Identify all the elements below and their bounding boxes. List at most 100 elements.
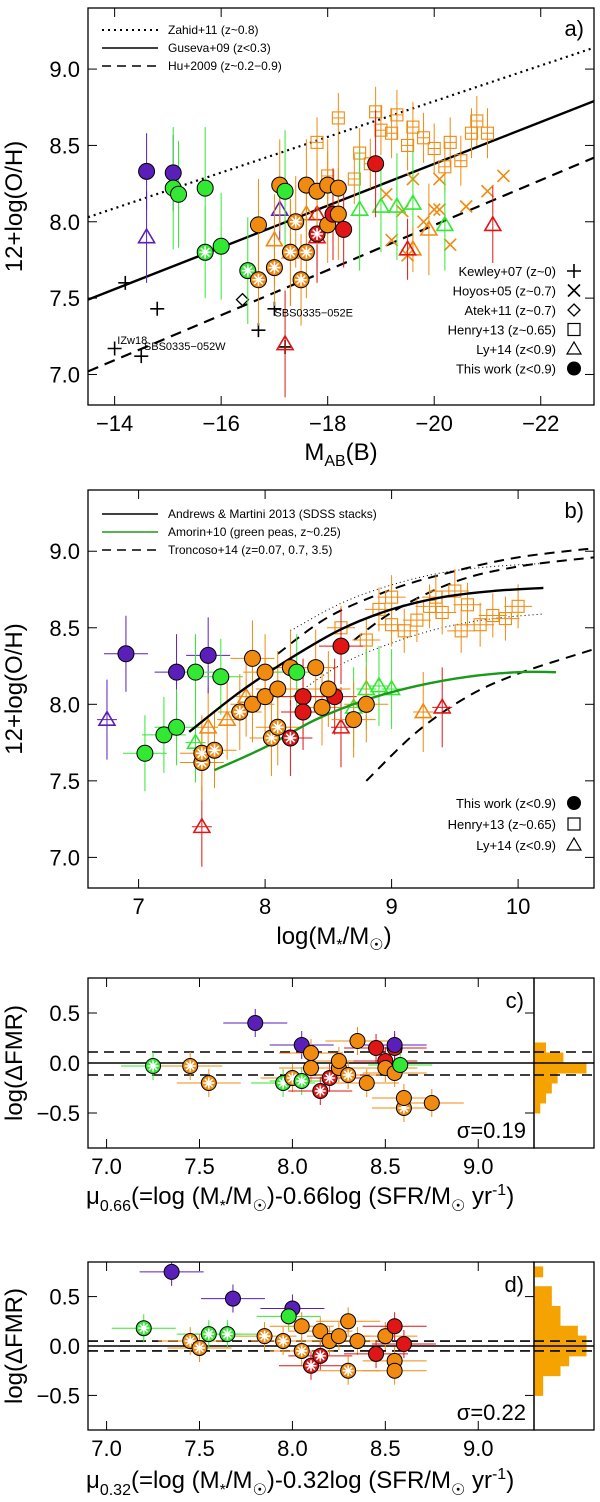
data-point: [335, 220, 353, 238]
star-mark: [287, 1073, 297, 1083]
x-label-sub: AB: [324, 453, 345, 470]
star-mark: [297, 1346, 307, 1356]
data-point: [392, 1057, 409, 1073]
histogram-bar: [533, 1266, 544, 1278]
henry13-square: [372, 602, 386, 616]
ly14-triangle: [97, 710, 117, 727]
data-point: [168, 718, 186, 736]
andrews-lower-dotted: [290, 613, 544, 699]
legend-line-label: Hu+2009 (z~0.2−0.9): [168, 59, 282, 73]
legend-square: [567, 322, 581, 337]
x-label-sun-symbol: ☉: [451, 1198, 465, 1215]
data-point: [307, 659, 325, 677]
atek11-diamond: [235, 292, 250, 307]
histogram-bar: [533, 1092, 547, 1104]
x-label-sun-symbol: ☉: [369, 937, 383, 954]
panel-label: d): [504, 1272, 524, 1297]
data-point: [368, 1345, 385, 1362]
henry13-square: [427, 141, 441, 156]
henry13-square: [470, 114, 484, 128]
y-tick-label: 9.0: [49, 539, 80, 564]
object-annotation: IZw18: [117, 335, 147, 347]
ly14-triangle: [371, 196, 391, 213]
y-axis-label: 12+log(O/H): [1, 623, 28, 754]
x-label-part: (=log (M: [131, 1467, 220, 1494]
x-label-part: )-0.66log (SFR/M: [267, 1183, 451, 1210]
ly14-triangle: [198, 717, 218, 734]
histogram-bar: [533, 1355, 570, 1367]
star-mark: [296, 274, 306, 285]
data-point: [168, 663, 186, 681]
hoyos05-cross: [567, 283, 581, 298]
henry13-square: [417, 131, 431, 145]
data-point: [340, 1313, 357, 1330]
data-point: [349, 1033, 366, 1049]
plot-area: [88, 46, 594, 398]
data-point: [303, 1060, 319, 1076]
henry13-square: [511, 599, 525, 613]
star-mark: [315, 1086, 325, 1096]
legend-marker-label: Kewley+07 (z~0): [458, 264, 556, 279]
henry13-square: [460, 598, 475, 612]
henry13-square: [498, 612, 513, 626]
henry13-square: [385, 126, 399, 140]
x-tick-label: −22: [522, 411, 559, 436]
data-point: [199, 646, 217, 664]
x-tick-label: 8.0: [277, 1436, 308, 1461]
y-axis-label: log(ΔFMR): [1, 1288, 28, 1404]
henry13-square: [454, 154, 468, 168]
legend-line-label: Andrews & Martini 2013 (SDSS stacks): [168, 507, 377, 521]
star-mark: [343, 1070, 353, 1080]
star-mark: [266, 733, 277, 743]
ly14-triangle: [369, 676, 389, 693]
data-point: [330, 1328, 347, 1345]
henry13-square: [480, 126, 495, 140]
x-tick-label: 8.5: [370, 1436, 401, 1461]
henry13-square: [443, 135, 457, 149]
star-mark: [185, 1061, 195, 1071]
x-tick-label: 8.0: [277, 1154, 308, 1179]
panel-d: 7.0 7.5 8.0 8.5 9.0 −0.5 0.0 0.5 log(ΔFMR) d) σ=0.…: [1, 1261, 595, 1499]
x-axis-label: μ0.32(=log (M*/M☉)-0.32log (SFR/M☉ yr-1): [86, 1466, 514, 1499]
data-point: [293, 1318, 310, 1335]
x-label-part: (=log (M: [131, 1183, 220, 1210]
histogram-bar: [533, 1062, 587, 1074]
data-point: [368, 1040, 385, 1056]
henry13-square: [374, 123, 388, 137]
panel-label: c): [506, 988, 524, 1013]
data-point: [170, 185, 188, 203]
troncoso-curve: [340, 556, 594, 652]
x-label-sun-symbol: ☉: [253, 1482, 267, 1499]
data-point: [288, 663, 306, 681]
y-axis-label: log(ΔFMR): [1, 1005, 28, 1121]
star-mark: [242, 265, 253, 276]
star-mark: [148, 1061, 158, 1071]
x-label-part: 0.32: [100, 1482, 131, 1499]
data-point: [345, 711, 363, 729]
legend-square: [567, 817, 581, 831]
star-mark: [197, 748, 207, 759]
star-mark: [285, 733, 296, 743]
star-mark: [204, 1078, 214, 1088]
data-point: [303, 1045, 319, 1061]
x-label-part: ): [506, 1183, 514, 1210]
ly14-triangle: [275, 334, 295, 351]
data-point: [367, 155, 385, 173]
data-point: [256, 688, 274, 706]
x-label-tail: /M: [343, 923, 370, 950]
star-mark: [139, 1323, 149, 1333]
guseva09-line: [88, 100, 594, 301]
histogram-bar: [533, 1325, 578, 1337]
y-tick-label: 0.0: [49, 1051, 80, 1076]
zahid11-line: [88, 46, 594, 219]
y-tick-label: 7.0: [49, 845, 80, 870]
star-mark: [260, 1331, 269, 1341]
x-tick-label: 7.0: [91, 1154, 122, 1179]
x-label-part: )-0.32log (SFR/M: [267, 1467, 451, 1494]
legend-marker-label: This work (z<0.9): [456, 796, 556, 811]
data-point: [155, 726, 173, 744]
data-point: [319, 680, 337, 698]
hoyos05-cross: [480, 184, 495, 198]
data-point: [269, 680, 287, 698]
